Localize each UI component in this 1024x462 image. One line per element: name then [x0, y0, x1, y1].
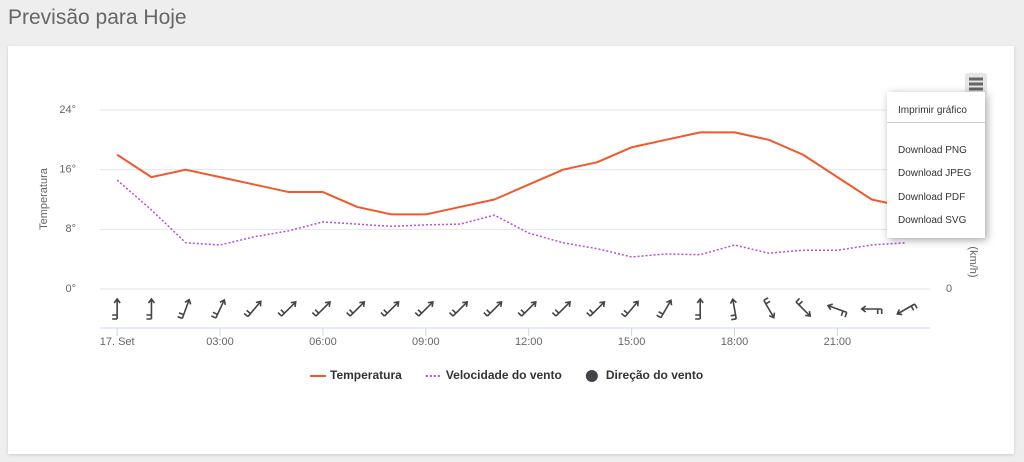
- wind-barb: [795, 297, 812, 318]
- y-axis-title: Temperatura: [38, 167, 50, 230]
- wind-barb: [896, 303, 918, 316]
- x-tick-label: 12:00: [515, 336, 543, 348]
- wind-barb: [586, 300, 606, 317]
- y-tick-label: 8°: [65, 223, 76, 235]
- series-line: [116, 131, 907, 216]
- wind-barb: [448, 300, 469, 317]
- wind-barb: [112, 297, 121, 320]
- menu-item[interactable]: Download PDF: [898, 192, 966, 203]
- x-tick-label: 21:00: [824, 336, 852, 348]
- x-tick-label: 17. Set: [100, 336, 135, 348]
- wind-barb: [763, 297, 776, 319]
- legend-label[interactable]: Velocidade do vento: [446, 368, 562, 382]
- wind-barb: [380, 300, 400, 317]
- legend-symbol: [585, 370, 598, 382]
- wind-barb: [210, 298, 227, 319]
- x-tick-label: 06:00: [309, 336, 337, 348]
- x-tick-label: 18:00: [721, 336, 749, 348]
- y2-axis-title: (km/h): [967, 246, 979, 277]
- wind-barb: [551, 300, 572, 317]
- y-tick-label: 16°: [59, 164, 76, 176]
- legend-label[interactable]: Direção do vento: [606, 368, 703, 382]
- wind-barb: [311, 300, 331, 317]
- wind-barb: [695, 297, 704, 320]
- y-tick-label: 24°: [59, 104, 76, 116]
- x-tick-label: 09:00: [412, 336, 440, 348]
- export-menu: Imprimir gráfico Download PNG Download J…: [887, 92, 985, 238]
- y2-tick-label: 0: [946, 283, 952, 295]
- menu-icon[interactable]: [969, 77, 983, 91]
- menu-item[interactable]: Download JPEG: [898, 168, 972, 179]
- series-line: [116, 179, 907, 258]
- wind-barb: [414, 300, 434, 317]
- wind-barb: [860, 305, 883, 314]
- plot: 0° 8° 16° 24° 0 Temperatura (km/h) 17. Set 03:00…: [38, 104, 979, 382]
- page-title: Previsão para Hoje: [8, 6, 187, 29]
- x-tick-label: 15:00: [618, 336, 646, 348]
- wind-barb: [656, 299, 673, 319]
- wind-barb: [146, 297, 156, 320]
- legend-label[interactable]: Temperatura: [330, 368, 402, 382]
- wind-barb: [277, 300, 297, 317]
- wind-barb: [620, 300, 639, 318]
- wind-barb: [826, 303, 848, 318]
- y-tick-label: 0°: [65, 283, 76, 295]
- menu-button[interactable]: [965, 73, 987, 95]
- menu-separator: [887, 122, 985, 123]
- menu-item[interactable]: Download SVG: [898, 215, 967, 226]
- wind-barb: [517, 300, 537, 317]
- wind-barb: [243, 300, 262, 318]
- wind-barb: [483, 300, 503, 317]
- x-tick-label: 03:00: [206, 336, 234, 348]
- wind-barb: [177, 298, 192, 320]
- menu-item[interactable]: Imprimir gráfico: [898, 105, 967, 116]
- card: [8, 46, 1014, 454]
- wind-barb: [729, 297, 738, 321]
- menu-item[interactable]: Download PNG: [898, 145, 967, 156]
- wind-barb: [346, 300, 366, 317]
